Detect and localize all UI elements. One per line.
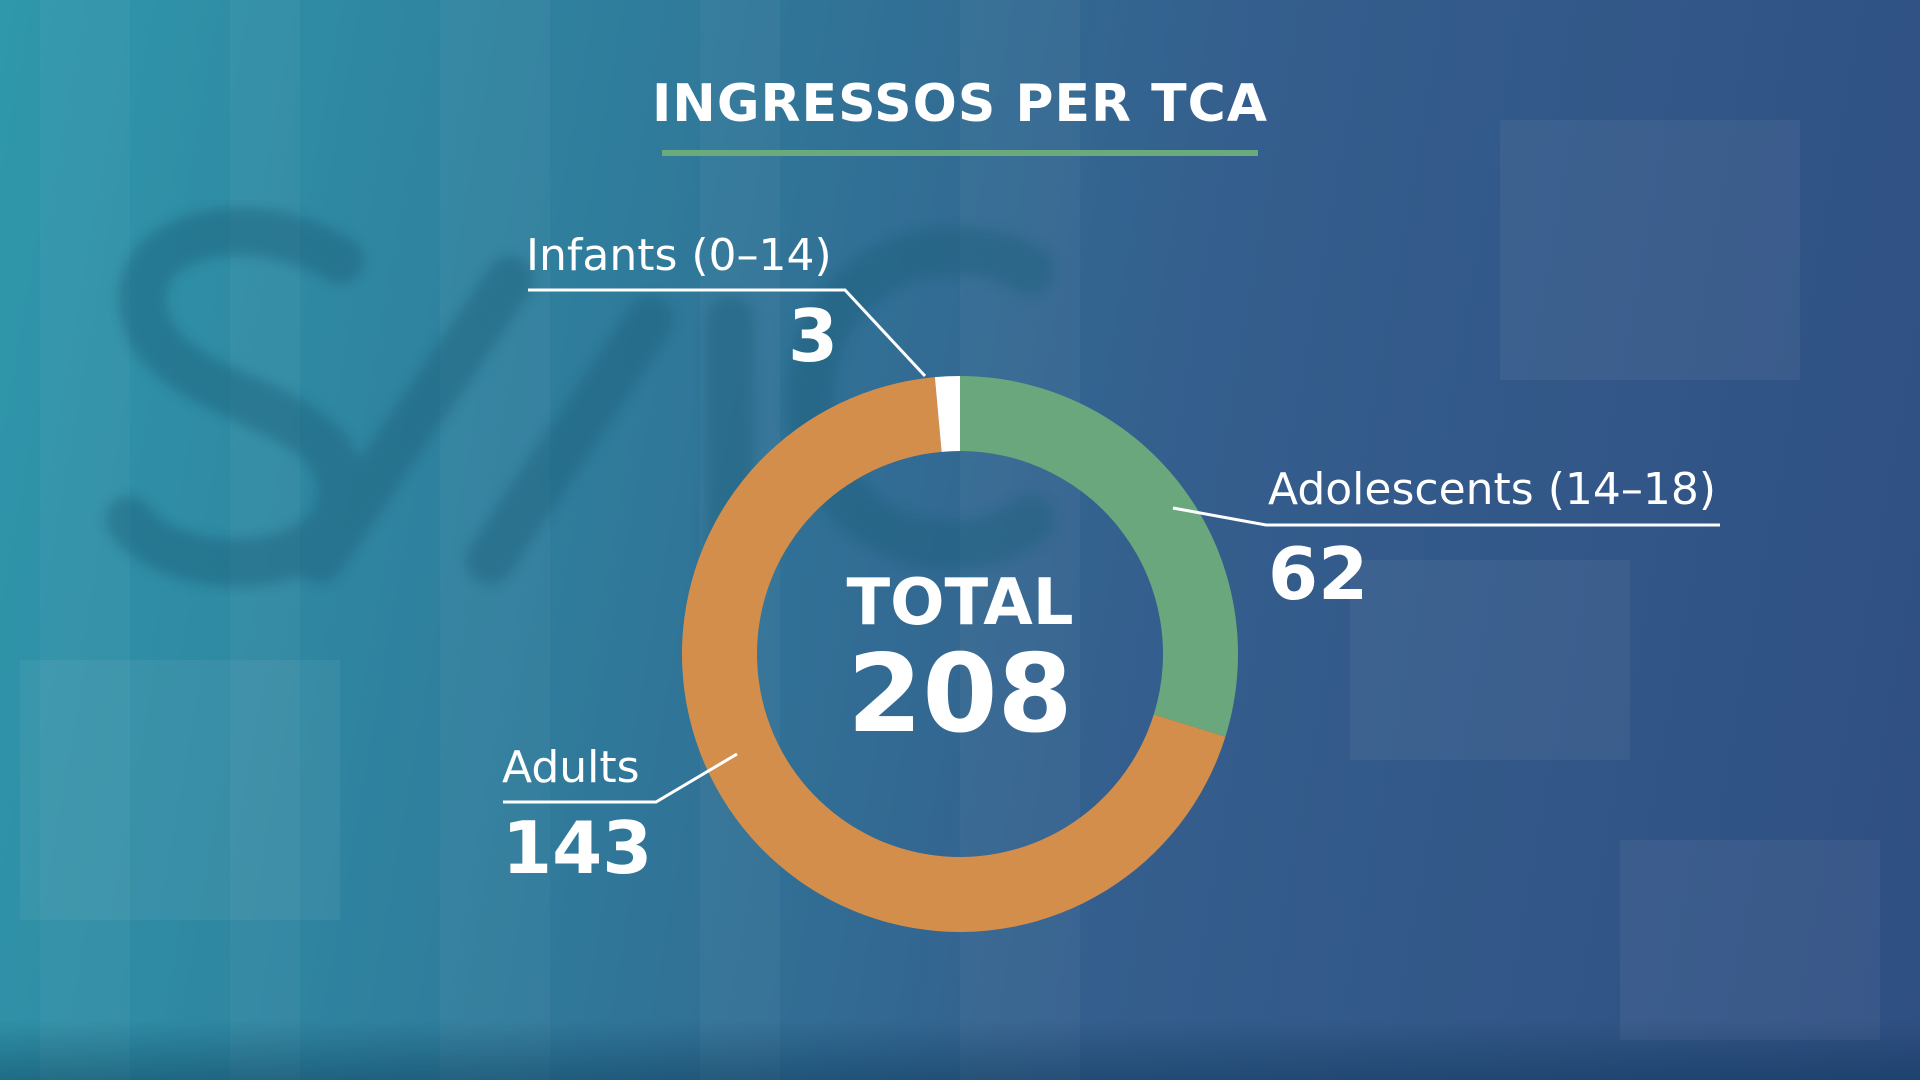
- background-panel: [1620, 840, 1880, 1040]
- chart-title: INGRESSOS PER TCA: [651, 74, 1269, 134]
- donut-slice-adolescents: [960, 376, 1238, 737]
- label-adults-value: 143: [502, 806, 653, 890]
- label-infants-name: Infants (0–14): [526, 230, 832, 281]
- total-value: 208: [847, 632, 1073, 757]
- leader-line-infants: [528, 288, 927, 378]
- blurred-logo-graphic: [106, 207, 1054, 587]
- background-bottom-band: [0, 1020, 1920, 1080]
- background-panel: [20, 660, 340, 920]
- donut-slice-infants: [934, 376, 960, 452]
- background-panel: [1350, 560, 1630, 760]
- total-label: TOTAL: [846, 566, 1074, 640]
- donut-slices: [682, 376, 1238, 932]
- title-underline: [662, 150, 1258, 156]
- label-infants-value: 3: [788, 294, 839, 378]
- leader-lines: [503, 288, 1720, 804]
- leader-line-adolescents: [1172, 506, 1720, 527]
- background-panel: [1500, 120, 1800, 380]
- label-adolescents-value: 62: [1268, 532, 1369, 616]
- label-adolescents-name: Adolescents (14–18): [1268, 464, 1717, 515]
- leader-line-adults: [503, 752, 738, 804]
- label-adults-name: Adults: [502, 742, 640, 793]
